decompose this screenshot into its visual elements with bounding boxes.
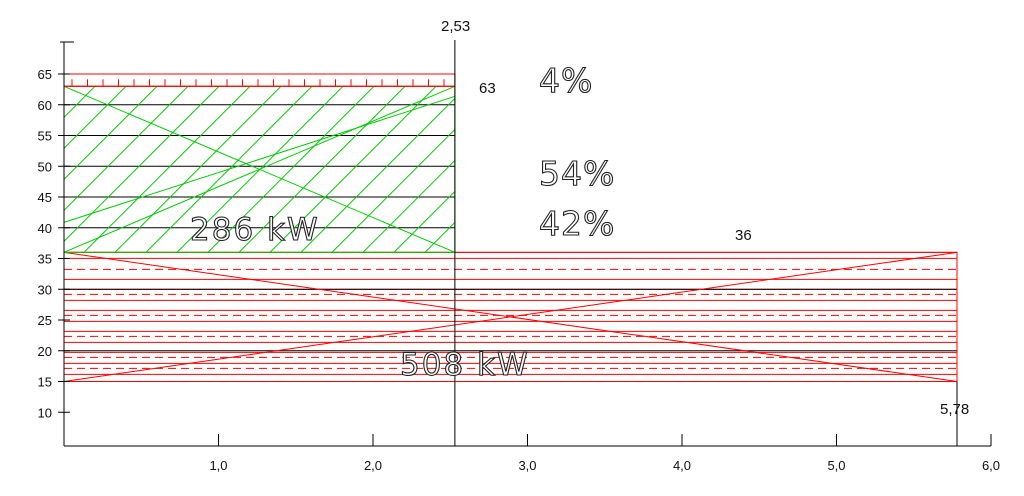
y-tick-label: 55	[38, 129, 52, 144]
y-tick-label: 45	[38, 190, 52, 205]
red-diagonal-2	[63, 251, 958, 382]
x-tick-label: 2,0	[364, 458, 382, 473]
x-tick-label: 4,0	[673, 458, 691, 473]
green-hatch-line	[64, 86, 127, 150]
green-hatch-line	[393, 190, 455, 253]
red-block-group	[63, 251, 958, 382]
green-hatch-line	[114, 86, 282, 253]
green-hatch-line	[269, 86, 437, 253]
y-tick-label: 40	[38, 221, 52, 236]
divider-x-label: 2,53	[441, 18, 470, 35]
ticks-group: 10 15 20 25 30 35 40 45 50 55 60 65 1,0 2,0 3,0 4,0 5,0 6…	[38, 67, 1001, 473]
upper-band-group	[63, 73, 456, 87]
green-hatch-line	[207, 86, 375, 253]
green-hatch-line	[64, 86, 189, 212]
y-tick-label: 65	[38, 67, 52, 82]
y-tick-label: 15	[38, 375, 52, 390]
upper-band-outline	[63, 73, 456, 87]
y-tick-label: 20	[38, 344, 52, 359]
y-tick-label: 35	[38, 252, 52, 267]
y-tick-label: 25	[38, 313, 52, 328]
x-tick-label: 1,0	[209, 458, 227, 473]
y-tick-label: 10	[38, 405, 52, 420]
y63-label: 63	[479, 80, 496, 97]
green-hatch-line	[64, 86, 65, 88]
pct-mid-label: 54%	[539, 154, 615, 193]
green-hatch-line	[300, 97, 455, 253]
green-diagonal-3	[63, 95, 456, 223]
y-tick-label: 60	[38, 98, 52, 113]
green-hatch-line	[64, 86, 220, 243]
x-tick-label: 3,0	[518, 458, 536, 473]
y-tick-label: 50	[38, 159, 52, 174]
y-tick-label: 30	[38, 282, 52, 297]
green-hatch-line	[83, 86, 251, 253]
green-hatch-line	[331, 128, 455, 253]
x-tick-label: 5,0	[827, 458, 845, 473]
end-x-label: 5,78	[940, 401, 969, 418]
pct-low-label: 42%	[539, 204, 615, 243]
green-hatch-line	[424, 221, 455, 253]
power-green-label: 286 kW	[190, 212, 320, 248]
green-hatch-line	[64, 86, 96, 119]
green-diagonal-2	[63, 85, 456, 253]
power-red-label: 508 kW	[400, 347, 530, 383]
green-hatch-line	[238, 86, 406, 253]
pct-top-label: 4%	[539, 61, 593, 100]
x-tick-label: 6,0	[982, 458, 1000, 473]
y36-label: 36	[735, 227, 752, 244]
